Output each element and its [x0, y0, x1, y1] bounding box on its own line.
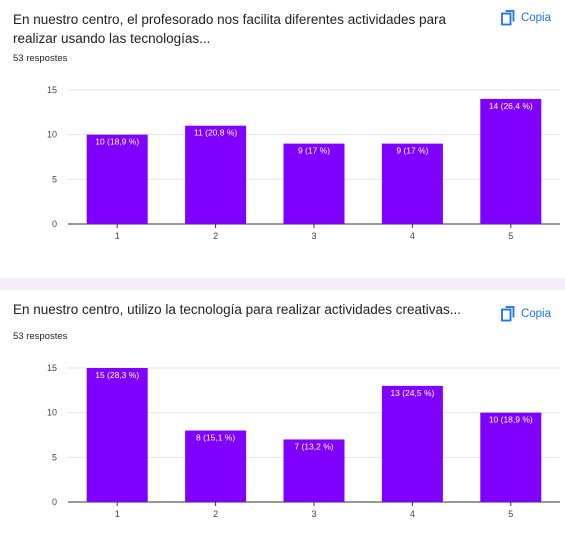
copy-label-1: Copia — [520, 12, 551, 24]
question-title-1: En nuestro centro, el profesorado nos fa… — [13, 12, 447, 46]
y-tick-label: 10 — [47, 130, 57, 140]
bar — [381, 143, 443, 224]
copy-button-1[interactable]: Copia — [501, 8, 551, 28]
data-label: 9 (17 %) — [298, 146, 330, 156]
copy-button-2[interactable]: Copia — [501, 304, 551, 324]
copy-icon — [501, 306, 515, 322]
bar — [185, 125, 247, 224]
bar-chart-1: 0 5 10 15 10 (18,9 %) 1 11 (20,8 %) 2 9 (17 %) 3 9… — [0, 78, 565, 248]
data-label: 8 (15,1 %) — [196, 433, 235, 443]
y-tick-label: 0 — [52, 497, 57, 507]
y-tick-label: 0 — [52, 219, 57, 229]
question-card-2: En nuestro centro, utilizo la tecnología… — [0, 290, 565, 539]
question-title-2: En nuestro centro, utilizo la tecnología… — [13, 302, 461, 317]
bar — [480, 98, 542, 224]
bar — [86, 368, 148, 502]
y-tick-label: 15 — [47, 85, 57, 95]
x-tick-label: 4 — [410, 231, 415, 241]
copy-icon — [501, 10, 515, 26]
bar-chart-1-svg: 0 5 10 15 10 (18,9 %) 1 11 (20,8 %) 2 9 (17 %) 3 9… — [47, 85, 560, 241]
y-tick-label: 15 — [47, 363, 57, 373]
x-tick-label: 3 — [311, 231, 316, 241]
x-tick-label: 1 — [115, 231, 120, 241]
x-tick-label: 3 — [311, 509, 316, 519]
question-card-1: En nuestro centro, el profesorado nos fa… — [0, 0, 565, 278]
bar-chart-2: 0 5 10 15 15 (28,3 %) 1 8 (15,1 %) 2 7 (13,2 %) 3… — [0, 356, 565, 526]
bar — [381, 385, 443, 502]
bar-chart-2-svg: 0 5 10 15 15 (28,3 %) 1 8 (15,1 %) 2 7 (13,2 %) 3… — [47, 363, 560, 519]
x-tick-label: 5 — [508, 231, 513, 241]
x-tick-label: 1 — [115, 509, 120, 519]
bar — [480, 412, 542, 502]
response-count-1: 53 respostes — [13, 53, 68, 64]
data-label: 10 (18,9 %) — [489, 415, 533, 425]
x-tick-label: 2 — [213, 509, 218, 519]
data-label: 14 (26,4 %) — [489, 101, 533, 111]
x-tick-label: 4 — [410, 509, 415, 519]
bar — [283, 439, 345, 502]
response-count-2: 53 respostes — [13, 331, 68, 342]
data-label: 15 (28,3 %) — [95, 370, 139, 380]
x-tick-label: 5 — [508, 509, 513, 519]
y-tick-label: 5 — [52, 452, 57, 462]
data-label: 7 (13,2 %) — [294, 441, 333, 451]
bar — [185, 430, 247, 502]
y-tick-label: 10 — [47, 408, 57, 418]
data-label: 11 (20,8 %) — [194, 128, 237, 138]
data-label: 13 (24,5 %) — [390, 388, 434, 398]
copy-label-2: Copia — [520, 308, 551, 320]
y-tick-label: 5 — [52, 174, 57, 184]
bar — [86, 134, 148, 224]
x-tick-label: 2 — [213, 231, 218, 241]
bar — [283, 143, 345, 224]
data-label: 10 (18,9 %) — [95, 137, 139, 147]
data-label: 9 (17 %) — [396, 146, 428, 156]
